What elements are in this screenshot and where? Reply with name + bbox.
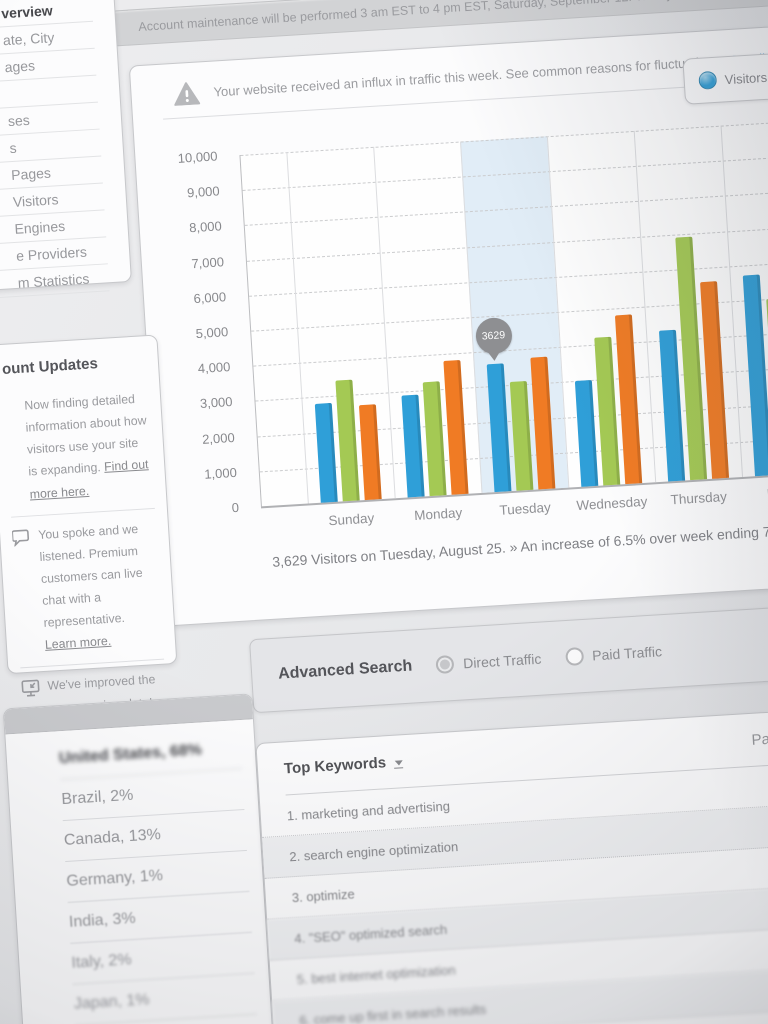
bar-group-thursday xyxy=(653,235,730,482)
account-update-item: We've improved the way you view data! St… xyxy=(20,658,175,842)
bar-group-wednesday xyxy=(571,314,643,487)
countries-list: United States, 68% Brazil, 2% Canada, 13% G… xyxy=(6,727,274,1024)
chart-bar-series3[interactable] xyxy=(614,314,643,485)
sort-icon xyxy=(394,759,404,769)
account-update-item: You spoke and we listened. Premium custo… xyxy=(11,507,165,668)
y-tick-label: 8,000 xyxy=(188,218,223,236)
traffic-alert: Your website received an influx in traff… xyxy=(160,16,768,120)
monitor-icon xyxy=(21,680,40,698)
account-update-text: You spoke and we listened. Premium custo… xyxy=(37,521,144,631)
y-tick-label: 6,000 xyxy=(193,288,227,306)
chart-bar-visitors[interactable] xyxy=(658,329,686,482)
chat-bubble-icon xyxy=(11,529,30,547)
chart-bar-unique[interactable] xyxy=(509,380,534,491)
top-keywords-card: Top KeywordsPagesLengthAccuracy 1. marke… xyxy=(255,690,768,1024)
legend-label: Visitors xyxy=(724,69,768,87)
chart-bar-visitors[interactable] xyxy=(401,394,425,498)
radio-icon[interactable] xyxy=(564,647,584,667)
bar-group-friday xyxy=(740,227,768,477)
sidebar: verview ate, City ages ses s Pages Visitors Eng… xyxy=(0,0,132,303)
y-tick-label: 2,000 xyxy=(201,429,236,447)
y-tick-label: 1,000 xyxy=(203,464,238,482)
y-tick-label: 0 xyxy=(231,499,240,516)
chart-bar-visitors[interactable] xyxy=(314,403,338,503)
bar-group-monday xyxy=(399,360,469,498)
column-header-pages[interactable]: Pages xyxy=(751,728,768,749)
chart-bar-series3[interactable] xyxy=(358,404,382,501)
column-header-top-keywords[interactable]: Top Keywords xyxy=(283,734,716,777)
chart-caption: 3,629 Visitors on Tuesday, August 25. » … xyxy=(271,521,768,570)
legend-dot-icon xyxy=(698,70,718,90)
chart-plot-area: 3629 xyxy=(239,106,768,509)
chart-bar-visitors[interactable] xyxy=(742,274,768,477)
chart-bar-series3[interactable] xyxy=(443,360,469,495)
column-header-label: Pages xyxy=(751,728,768,749)
y-tick-label: 5,000 xyxy=(195,324,229,342)
chart-bar-unique[interactable] xyxy=(422,380,447,497)
radio-label: Direct Traffic xyxy=(462,650,542,672)
account-updates-title: ount Updates xyxy=(1,355,99,378)
y-tick-label: 9,000 xyxy=(186,183,221,201)
radio-icon[interactable] xyxy=(435,654,455,674)
chart-bar-unique[interactable] xyxy=(594,336,621,486)
advanced-search-label: Advanced Search xyxy=(277,657,413,683)
traffic-chart-card: Your website received an influx in traff… xyxy=(128,7,768,627)
radio-label: Paid Traffic xyxy=(591,643,663,664)
bar-group-tuesday xyxy=(486,356,556,493)
y-tick-label: 3,000 xyxy=(199,394,233,412)
bar-group-sunday xyxy=(313,378,382,503)
countries-card: United States, 68% Brazil, 2% Canada, 13% G… xyxy=(2,693,278,1024)
direct-traffic-radio[interactable]: Direct Traffic xyxy=(435,650,542,674)
chart-bar-unique[interactable] xyxy=(335,379,360,502)
legend-item[interactable]: Visitors xyxy=(698,68,767,90)
warning-icon xyxy=(174,81,201,106)
sidebar-item[interactable]: m Statistics xyxy=(0,264,110,303)
account-update-item: Now finding detailed information about h… xyxy=(3,379,155,516)
y-tick-label: 4,000 xyxy=(197,359,231,377)
y-tick-label: 7,000 xyxy=(190,253,225,271)
chart-bar-visitors[interactable] xyxy=(574,380,599,487)
y-tick-label: 10,000 xyxy=(177,148,218,166)
traffic-alert-text: Your website received an influx in traff… xyxy=(213,52,724,100)
learn-more-link[interactable]: Learn more. xyxy=(44,634,112,653)
account-updates-card: ount Updates Now finding detailed inform… xyxy=(0,334,178,842)
x-tick-label: Friday xyxy=(725,482,768,504)
paid-traffic-radio[interactable]: Paid Traffic xyxy=(564,642,663,667)
maintenance-banner-text: Account maintenance will be performed 3 … xyxy=(138,0,768,34)
column-header-label: Top Keywords xyxy=(283,753,387,777)
sidebar-list: verview ate, City ages ses s Pages Visitors Eng… xyxy=(0,0,131,303)
